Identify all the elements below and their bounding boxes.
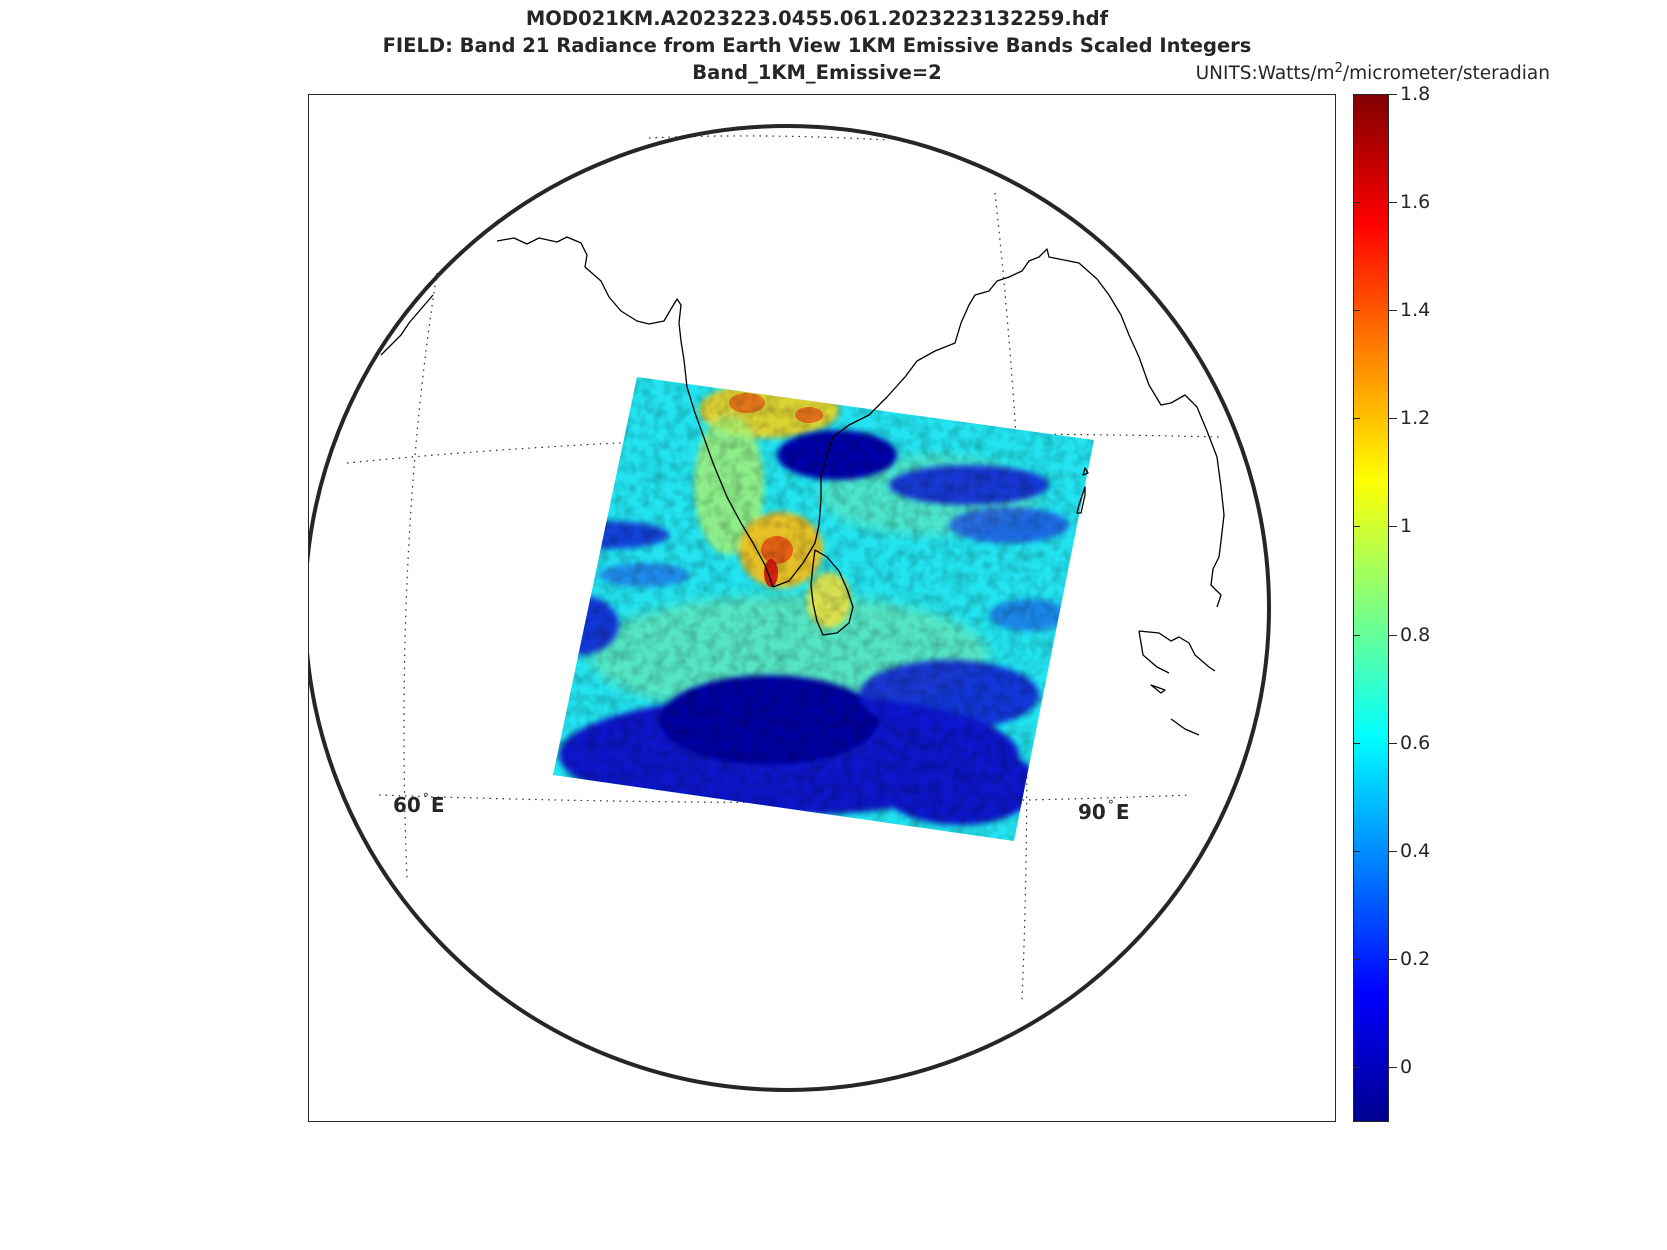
colorbar-tick-inner (1353, 742, 1360, 744)
graticule-lat-top (648, 135, 890, 141)
colorbar-tick (1389, 202, 1397, 204)
colorbar-tick-inner (1353, 418, 1360, 420)
colorbar-tick-label: 0.8 (1400, 623, 1431, 646)
colorbar-tick-label: 1.8 (1400, 83, 1431, 105)
colorbar-tick-label: 0.4 (1400, 839, 1431, 862)
figure-title-line-2: FIELD: Band 21 Radiance from Earth View … (382, 34, 1252, 57)
colorbar-tick-inner (1353, 526, 1360, 528)
colorbar-tick (1389, 1066, 1397, 1068)
colorbar-tick-label: 0 (1400, 1055, 1413, 1078)
colorbar-tick (1389, 958, 1397, 960)
coastline-andaman-small (1082, 467, 1089, 476)
lon-label-60-dir: E (430, 793, 445, 817)
coastline-bay-of-bengal (772, 248, 1225, 608)
colorbar-tick-label: 0.6 (1400, 731, 1431, 754)
figure-title-line-1: MOD021KM.A2023223.0455.061.2023223132259… (525, 7, 1109, 30)
map-axes (308, 94, 1336, 1122)
lon-label-90-dir: E (1115, 800, 1130, 824)
coastlines (380, 236, 1225, 736)
colorbar-tick (1389, 526, 1397, 528)
coastline-andaman (1076, 486, 1086, 514)
colorbar-tick (1389, 418, 1397, 420)
colorbar-tick (1389, 634, 1397, 636)
colorbar-tick-label: 1.2 (1400, 407, 1431, 430)
colorbar-tick-label: 1.4 (1400, 299, 1431, 322)
lon-label-60: 60 ° E (393, 791, 445, 817)
coastline-sumatra (1170, 718, 1200, 736)
lon-label-90-value: 90 (1078, 800, 1106, 824)
coastline-arabia (380, 294, 434, 356)
colorbar (1353, 94, 1389, 1122)
coastline-malay (1138, 630, 1216, 672)
units-suffix: /micrometer/steradian (1342, 63, 1550, 84)
units-prefix: UNITS:Watts/m (1195, 63, 1335, 84)
colorbar-tick-inner (1353, 1066, 1360, 1068)
colorbar-tick-inner (1353, 850, 1360, 852)
lon-label-90: 90 ° E (1078, 798, 1130, 824)
colorbar-tick-inner (1353, 202, 1360, 204)
map-svg (309, 124, 1271, 1092)
granule-texture (553, 377, 1094, 841)
graticule-lon-60 (403, 272, 438, 880)
globe-outline (309, 124, 1271, 1092)
coastline-arabian-sea (496, 236, 774, 588)
figure-title-line-3: Band_1KM_Emissive=2 (692, 61, 942, 84)
coastline-malay-2 (1138, 630, 1170, 674)
colorbar-tick-inner (1353, 94, 1360, 95)
colorbar-tick-inner (1353, 310, 1360, 312)
units-label: UNITS:Watts/m2/micrometer/steradian (1150, 61, 1550, 84)
lon-label-60-value: 60 (393, 793, 421, 817)
units-exponent: 2 (1334, 61, 1343, 76)
colorbar-tick-label: 0.2 (1400, 947, 1431, 970)
colorbar-tick-inner (1353, 958, 1360, 960)
lon-label-90-degree: ° (1107, 798, 1114, 812)
colorbar-tick (1389, 310, 1397, 312)
colorbar-tick (1389, 742, 1397, 744)
colorbar-tick (1389, 94, 1397, 95)
colorbar-tick-label: 1.6 (1400, 191, 1431, 214)
colorbar-tick-inner (1353, 634, 1360, 636)
granule (553, 377, 1094, 841)
colorbar-tick-label: 1 (1400, 515, 1413, 538)
coastline-sri-lanka (810, 549, 854, 636)
lon-label-60-degree: ° (422, 791, 429, 805)
colorbar-tick (1389, 850, 1397, 852)
coastline-islet (1150, 684, 1166, 694)
